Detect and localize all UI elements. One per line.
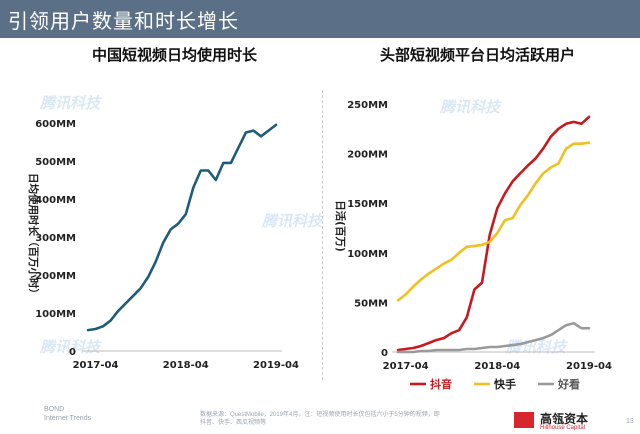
series-line-抖音: [396, 115, 591, 352]
x-tick-label: 2019-04: [253, 360, 299, 371]
x-tick-label: 2017-04: [383, 361, 429, 372]
left-chart-title: 中国短视频日均使用时长: [92, 46, 258, 64]
y-tick-label: 100MM: [35, 309, 76, 320]
x-tick-label: 2019-04: [566, 361, 612, 372]
x-tick-label: 2018-04: [163, 360, 209, 371]
right-chart-title: 头部短视频平台日均活跃用户: [380, 46, 576, 64]
logo-name: 高瓴资本: [540, 412, 589, 426]
y-tick-label: 100MM: [347, 249, 388, 260]
watermark: 腾讯科技: [440, 99, 501, 116]
page-number: 13: [626, 418, 634, 425]
y-axis-label: 日均使用时长（百万小时）: [27, 173, 40, 299]
y-tick-label: 500MM: [35, 157, 76, 168]
footer-brand-sub: Internet Trends: [44, 415, 92, 422]
legend-label: 快手: [493, 377, 516, 391]
y-tick-label: 200MM: [35, 271, 76, 282]
chart-divider: [322, 90, 323, 380]
y-tick-label: 50MM: [354, 298, 388, 309]
y-tick-label: 400MM: [35, 195, 76, 206]
watermark: 腾讯科技: [40, 95, 101, 112]
footer-source: 数据来源：QuestMobile，2019年4月。注：短视频使用时长仅包括六小于…: [200, 412, 440, 426]
y-tick-label: 600MM: [35, 119, 76, 130]
watermark: 腾讯科技: [262, 213, 323, 230]
slide-title: 引领用户数量和时长增长: [8, 8, 239, 33]
series-line: [86, 123, 278, 332]
y-tick-label: 0: [381, 348, 388, 359]
series-line-好看: [396, 321, 591, 354]
y-tick-label: 0: [69, 347, 76, 358]
y-tick-label: 150MM: [347, 199, 388, 210]
y-axis-label: 日活(百万): [334, 200, 347, 252]
footer-brand: BOND Internet Trends: [44, 405, 91, 423]
y-tick-label: 200MM: [347, 150, 388, 161]
footer-brand-name: BOND: [44, 406, 65, 413]
watermark: 腾讯科技: [40, 339, 101, 356]
y-tick-label: 250MM: [347, 100, 388, 111]
logo-subtitle: Hillhouse Capital: [540, 425, 586, 431]
x-tick-label: 2018-04: [474, 361, 520, 372]
x-tick-label: 2017-04: [73, 360, 119, 371]
hillhouse-logo-icon: [514, 412, 534, 428]
legend-label: 抖音: [430, 377, 452, 391]
legend-label: 好看: [557, 377, 580, 391]
title-bar: 引领用户数量和时长增长: [0, 0, 640, 38]
series-line-快手: [396, 141, 591, 302]
y-tick-label: 300MM: [35, 233, 76, 244]
